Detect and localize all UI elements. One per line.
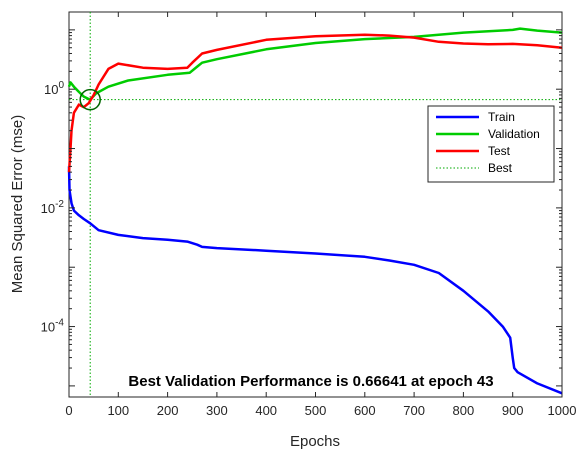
- x-tick-label: 1000: [548, 403, 577, 418]
- y-tick-label: 10-2: [41, 199, 65, 216]
- legend-box: [427, 105, 555, 183]
- y-tick-label: 100: [44, 80, 64, 97]
- x-tick-label: 100: [107, 403, 129, 418]
- best-point-marker: [79, 88, 101, 111]
- x-tick-label: 800: [453, 403, 475, 418]
- plot-area: [68, 11, 563, 398]
- x-axis-label: Epochs: [290, 433, 340, 450]
- legend-train-label: Train: [488, 110, 515, 124]
- series-train-line: [67, 166, 563, 395]
- x-tick-label: 200: [157, 403, 179, 418]
- axis-ticks: 0 100 200 300 400 500 600 700 800 900 1000 100 10-2 1…: [41, 11, 577, 418]
- x-tick-label: 400: [255, 403, 277, 418]
- x-tick-label: 500: [305, 403, 327, 418]
- legend-best-label: Best: [488, 161, 513, 175]
- y-tick-label: 10-4: [41, 318, 65, 335]
- series-test-line: [67, 33, 563, 173]
- chart-marks: [67, 12, 563, 397]
- x-tick-label: 300: [206, 403, 228, 418]
- x-tick-label: 0: [65, 403, 72, 418]
- series-validation-line: [67, 27, 563, 101]
- legend-test-label: Test: [488, 144, 511, 158]
- legend-validation-label: Validation: [488, 127, 540, 141]
- legend: Train Validation Test Best: [427, 105, 555, 183]
- x-tick-label: 600: [354, 403, 376, 418]
- chart-title: Best Validation Performance is 0.66641 a…: [128, 373, 493, 390]
- x-tick-label: 900: [502, 403, 524, 418]
- y-axis-label: Mean Squared Error (mse): [9, 115, 26, 293]
- x-tick-label: 700: [403, 403, 425, 418]
